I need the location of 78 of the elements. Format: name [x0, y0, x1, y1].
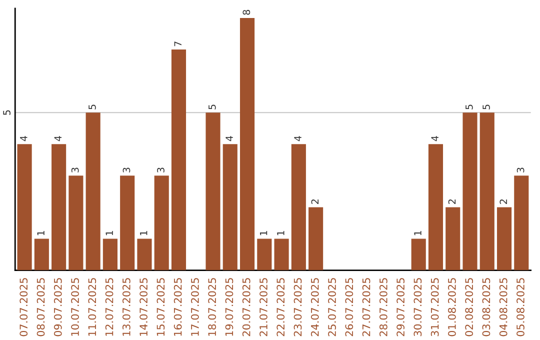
bar — [462, 112, 478, 270]
data-label: 5 — [88, 104, 96, 110]
bar — [34, 238, 49, 270]
data-label: 5 — [482, 104, 490, 110]
x-tick-label: 11.07.2025 — [88, 278, 96, 336]
x-tick-label: 04.08.2025 — [499, 278, 508, 336]
x-tick-label: 22.07.2025 — [276, 278, 285, 336]
bar — [102, 238, 118, 270]
data-label: 1 — [140, 230, 148, 236]
data-label: 3 — [71, 168, 79, 172]
data-label: 1 — [414, 230, 422, 236]
data-label: 5 — [208, 104, 216, 110]
bar — [514, 176, 529, 270]
x-tick-label: 10.07.2025 — [71, 278, 79, 336]
x-tick-label: 20.07.2025 — [242, 278, 250, 336]
bar — [308, 207, 324, 270]
bar — [86, 112, 100, 270]
x-tick-label: 05.08.2025 — [516, 278, 524, 336]
bar — [171, 50, 186, 270]
x-tick-label: 30.07.2025 — [414, 278, 422, 336]
data-label: 8 — [242, 10, 250, 15]
x-tick-label: 12.07.2025 — [105, 278, 114, 336]
bar — [206, 112, 220, 270]
bar — [446, 207, 460, 270]
x-tick-label: 15.07.2025 — [156, 278, 165, 336]
data-label: 3 — [122, 168, 130, 172]
bar — [68, 176, 84, 270]
data-label: 1 — [37, 230, 44, 236]
data-label: 3 — [157, 168, 164, 172]
x-tick-label: 27.07.2025 — [362, 278, 370, 336]
data-label: 5 — [466, 104, 473, 110]
data-label: 1 — [106, 230, 113, 236]
x-tick-label: 17.07.2025 — [191, 278, 199, 336]
x-tick-label: 29.07.2025 — [396, 278, 404, 336]
x-tick-label: 03.08.2025 — [482, 278, 490, 336]
data-label: 4 — [20, 136, 28, 142]
data-label: 4 — [226, 136, 233, 142]
data-label: 1 — [277, 230, 284, 236]
x-tick-label: 13.07.2025 — [122, 278, 130, 336]
bar — [411, 238, 426, 270]
data-label: 4 — [54, 136, 62, 142]
bar — [257, 238, 272, 270]
bar — [52, 144, 66, 270]
bar — [154, 176, 169, 270]
x-tick-label: 16.07.2025 — [174, 278, 182, 336]
data-label: 2 — [448, 199, 456, 204]
data-label: 3 — [516, 168, 524, 172]
x-tick-label: 07.07.2025 — [20, 278, 28, 336]
x-tick-label: 02.08.2025 — [465, 278, 474, 336]
x-tick-label: 26.07.2025 — [345, 278, 354, 336]
x-tick-label: 01.08.2025 — [448, 278, 456, 336]
x-tick-label: 09.07.2025 — [54, 278, 62, 336]
bar — [480, 112, 494, 270]
x-tick-label: 08.07.2025 — [36, 278, 45, 336]
data-label: 7 — [174, 42, 182, 46]
bar — [17, 144, 32, 270]
x-tick-label: 21.07.2025 — [260, 278, 268, 336]
bar — [120, 176, 135, 270]
bar — [222, 144, 238, 270]
data-label: 2 — [311, 199, 318, 204]
x-tick-label: 28.07.2025 — [379, 278, 388, 336]
bar — [496, 207, 512, 270]
bar — [137, 238, 152, 270]
bar — [240, 18, 255, 270]
bar — [274, 238, 289, 270]
data-label: 4 — [294, 136, 302, 142]
x-tick-label: 31.07.2025 — [430, 278, 439, 336]
x-tick-label: 23.07.2025 — [294, 278, 302, 336]
bar — [428, 144, 444, 270]
bar — [291, 144, 306, 270]
x-tick-label: 24.07.2025 — [310, 278, 319, 336]
x-tick-label: 14.07.2025 — [140, 278, 148, 336]
data-label: 1 — [260, 230, 268, 236]
data-label: 4 — [431, 136, 438, 142]
data-label: 2 — [500, 199, 507, 204]
x-tick-label: 25.07.2025 — [328, 278, 336, 336]
x-tick-label: 19.07.2025 — [225, 278, 234, 336]
x-tick-label: 18.07.2025 — [208, 278, 216, 336]
